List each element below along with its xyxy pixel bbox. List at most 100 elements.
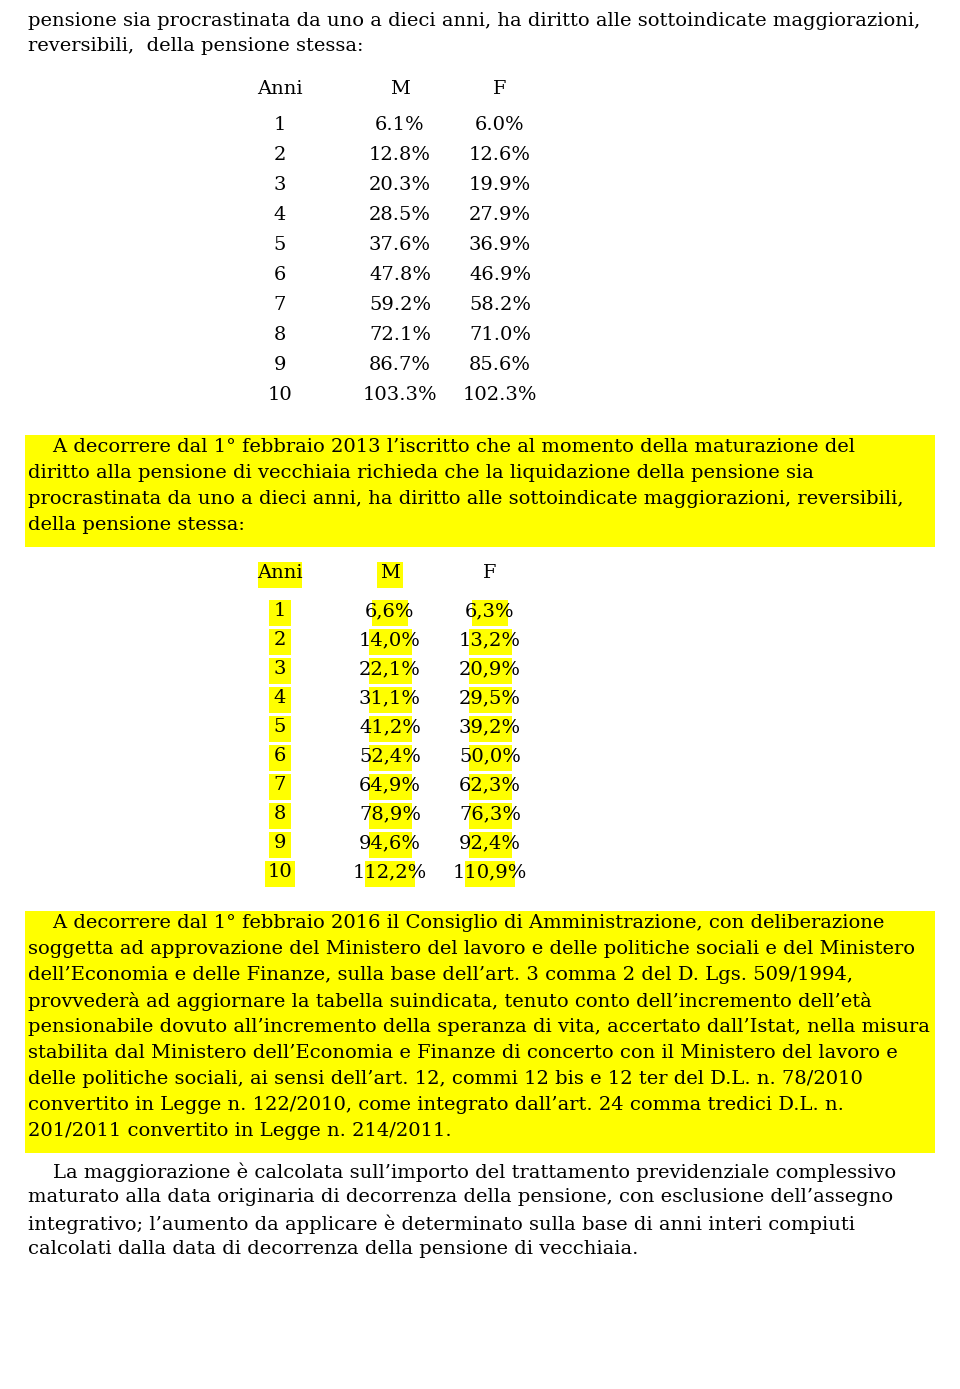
Text: 10: 10 — [268, 863, 293, 881]
Text: delle politiche sociali, ai sensi dell’art. 12, commi 12 bis e 12 ter del D.L. n: delle politiche sociali, ai sensi dell’a… — [28, 1070, 863, 1088]
Bar — [465, 861, 515, 888]
Bar — [265, 861, 295, 888]
Text: 27.9%: 27.9% — [468, 206, 531, 224]
Text: 6.1%: 6.1% — [375, 117, 425, 133]
Text: 3: 3 — [274, 176, 286, 194]
Text: soggetta ad approvazione del Ministero del lavoro e delle politiche sociali e de: soggetta ad approvazione del Ministero d… — [28, 940, 915, 958]
Text: 110,9%: 110,9% — [453, 863, 527, 881]
Bar — [469, 688, 512, 713]
Text: 7: 7 — [274, 776, 286, 795]
Text: 8: 8 — [274, 806, 286, 824]
Text: 9: 9 — [274, 356, 286, 374]
Text: 1: 1 — [274, 117, 286, 133]
Text: 41,2%: 41,2% — [359, 718, 420, 736]
Text: integrativo; l’aumento da applicare è determinato sulla base di anni interi comp: integrativo; l’aumento da applicare è de… — [28, 1214, 855, 1233]
Text: provvederà ad aggiornare la tabella suindicata, tenuto conto dell’incremento del: provvederà ad aggiornare la tabella suin… — [28, 992, 872, 1011]
Text: 8: 8 — [274, 326, 286, 344]
Text: 72.1%: 72.1% — [369, 326, 431, 344]
Bar — [369, 629, 412, 656]
Text: 58.2%: 58.2% — [469, 296, 531, 314]
Text: 31,1%: 31,1% — [359, 689, 421, 707]
Text: dell’Economia e delle Finanze, sulla base dell’art. 3 comma 2 del D. Lgs. 509/19: dell’Economia e delle Finanze, sulla bas… — [28, 965, 853, 983]
Text: 46.9%: 46.9% — [468, 267, 531, 283]
Text: 1: 1 — [274, 601, 286, 619]
Text: 20,9%: 20,9% — [459, 660, 521, 678]
Text: 22,1%: 22,1% — [359, 660, 420, 678]
Text: 6: 6 — [274, 747, 286, 765]
Text: 112,2%: 112,2% — [353, 863, 427, 881]
Text: 47.8%: 47.8% — [369, 267, 431, 283]
Text: 28.5%: 28.5% — [369, 206, 431, 224]
Bar — [269, 715, 291, 742]
Text: maturato alla data originaria di decorrenza della pensione, con esclusione dell’: maturato alla data originaria di decorre… — [28, 1188, 893, 1206]
Text: M: M — [390, 81, 410, 99]
Bar — [469, 774, 512, 800]
Bar — [369, 715, 412, 742]
Bar — [469, 803, 512, 829]
Bar — [469, 832, 512, 858]
Bar — [25, 435, 935, 547]
Bar — [377, 563, 403, 588]
Bar — [25, 911, 935, 1153]
Bar — [369, 774, 412, 800]
Text: 6,6%: 6,6% — [365, 601, 415, 619]
Text: 12.6%: 12.6% — [469, 146, 531, 164]
Text: 103.3%: 103.3% — [363, 386, 438, 404]
Text: 6: 6 — [274, 267, 286, 283]
Text: 86.7%: 86.7% — [369, 356, 431, 374]
Text: Anni: Anni — [257, 564, 302, 582]
Text: pensionabile dovuto all’incremento della speranza di vita, accertato dall’Istat,: pensionabile dovuto all’incremento della… — [28, 1018, 930, 1036]
Text: F: F — [493, 81, 507, 99]
Bar — [369, 803, 412, 829]
Text: F: F — [483, 564, 496, 582]
Text: reversibili,  della pensione stessa:: reversibili, della pensione stessa: — [28, 38, 364, 56]
Text: 76,3%: 76,3% — [459, 806, 521, 824]
Text: 78,9%: 78,9% — [359, 806, 421, 824]
Bar — [369, 745, 412, 771]
Text: 94,6%: 94,6% — [359, 833, 421, 851]
Bar — [369, 832, 412, 858]
Text: 4: 4 — [274, 206, 286, 224]
Text: 5: 5 — [274, 236, 286, 254]
Text: 12.8%: 12.8% — [369, 146, 431, 164]
Text: 13,2%: 13,2% — [459, 631, 521, 649]
Bar — [269, 629, 291, 656]
Text: 39,2%: 39,2% — [459, 718, 521, 736]
Bar — [269, 688, 291, 713]
Bar — [369, 688, 412, 713]
Text: 29,5%: 29,5% — [459, 689, 521, 707]
Text: 10: 10 — [268, 386, 293, 404]
Text: 6.0%: 6.0% — [475, 117, 525, 133]
Text: procrastinata da uno a dieci anni, ha diritto alle sottoindicate maggiorazioni, : procrastinata da uno a dieci anni, ha di… — [28, 490, 903, 508]
Bar — [269, 774, 291, 800]
Text: 71.0%: 71.0% — [469, 326, 531, 344]
Bar — [269, 600, 291, 626]
Bar — [472, 600, 508, 626]
Text: 2: 2 — [274, 631, 286, 649]
Text: A decorrere dal 1° febbraio 2016 il Consiglio di Amministrazione, con deliberazi: A decorrere dal 1° febbraio 2016 il Cons… — [28, 914, 884, 932]
Bar — [269, 832, 291, 858]
Bar — [269, 745, 291, 771]
Text: M: M — [380, 564, 400, 582]
Bar — [269, 803, 291, 829]
Bar — [469, 629, 512, 656]
Text: convertito in Legge n. 122/2010, come integrato dall’art. 24 comma tredici D.L. : convertito in Legge n. 122/2010, come in… — [28, 1096, 844, 1114]
Text: 6,3%: 6,3% — [466, 601, 515, 619]
Text: A decorrere dal 1° febbraio 2013 l’iscritto che al momento della maturazione del: A decorrere dal 1° febbraio 2013 l’iscri… — [28, 438, 855, 456]
Text: 19.9%: 19.9% — [468, 176, 531, 194]
Text: 52,4%: 52,4% — [359, 747, 420, 765]
Text: 36.9%: 36.9% — [468, 236, 531, 254]
Text: 37.6%: 37.6% — [369, 236, 431, 254]
Text: della pensione stessa:: della pensione stessa: — [28, 515, 245, 533]
Text: 2: 2 — [274, 146, 286, 164]
Text: 62,3%: 62,3% — [459, 776, 521, 795]
Text: 5: 5 — [274, 718, 286, 736]
Text: 102.3%: 102.3% — [463, 386, 538, 404]
Text: 59.2%: 59.2% — [369, 296, 431, 314]
Text: 92,4%: 92,4% — [459, 833, 521, 851]
Text: 201/2011 convertito in Legge n. 214/2011.: 201/2011 convertito in Legge n. 214/2011… — [28, 1122, 451, 1140]
Text: 50,0%: 50,0% — [459, 747, 521, 765]
Bar — [369, 658, 412, 683]
Text: Anni: Anni — [257, 81, 302, 99]
Text: 3: 3 — [274, 660, 286, 678]
